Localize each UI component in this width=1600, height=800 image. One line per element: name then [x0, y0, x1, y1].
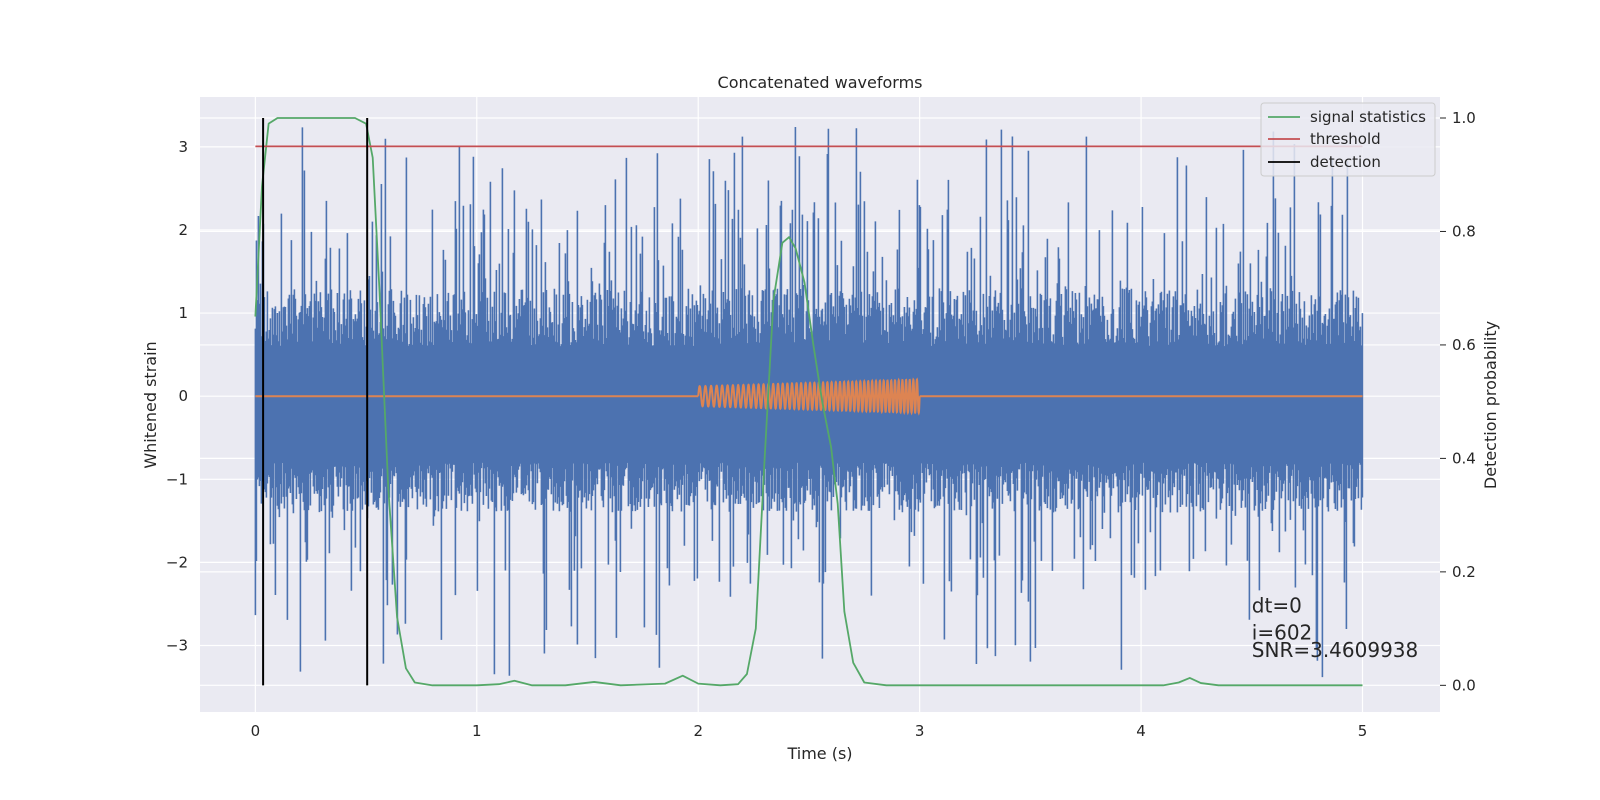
x-tick-label: 4 — [1136, 722, 1146, 740]
chirp-wave — [697, 377, 921, 416]
annotation-snr: SNR=3.4609938 — [1252, 638, 1418, 662]
x-tick-label: 0 — [251, 722, 261, 740]
y-tick-label-left: 3 — [178, 138, 188, 156]
legend-label-signal-statistics: signal statistics — [1310, 108, 1426, 126]
series-layer — [254, 117, 1364, 687]
y-tick-label-left: 1 — [178, 304, 188, 322]
series-chirp — [255, 377, 1363, 416]
y-tick-label-left: −2 — [166, 553, 188, 571]
legend: signal statistics threshold detection — [1260, 102, 1436, 177]
x-tick-label: 3 — [915, 722, 925, 740]
x-tick-label: 2 — [693, 722, 703, 740]
series-signal-statistics — [254, 117, 1363, 687]
y-tick-label-left: 2 — [178, 221, 188, 239]
y-tick-label-right: 1.0 — [1452, 109, 1476, 127]
y-tick-label-right: 0.6 — [1452, 336, 1476, 354]
y-tick-label-right: 0.2 — [1452, 563, 1476, 581]
annotations: dt=0 i=602 SNR=3.4609938 — [1252, 593, 1418, 662]
annotation-index: i=602 — [1252, 621, 1313, 645]
x-tick-label: 1 — [472, 722, 482, 740]
chart-title: Concatenated waveforms — [718, 73, 923, 92]
ticks: 0 1 2 3 4 5 −3 −2 −1 0 1 2 3 0.0 0.2 0.4 0.6 0.8 1.0 — [166, 109, 1476, 740]
x-axis-label: Time (s) — [786, 744, 852, 763]
y-tick-label-right: 0.8 — [1452, 222, 1476, 240]
y-axis-label-right: Detection probability — [1481, 321, 1500, 489]
y-tick-label-right: 0.0 — [1452, 676, 1476, 694]
y-tick-label-left: −3 — [166, 637, 188, 655]
y-tick-label-right: 0.4 — [1452, 449, 1476, 467]
annotation-dt: dt=0 — [1252, 593, 1302, 617]
legend-box — [1260, 102, 1436, 177]
y-tick-label-left: −1 — [166, 470, 188, 488]
x-tick-label: 5 — [1358, 722, 1368, 740]
y-tick-label-left: 0 — [178, 387, 188, 405]
legend-label-threshold: threshold — [1310, 130, 1381, 148]
y-axis-label-left: Whitened strain — [141, 341, 160, 468]
legend-label-detection: detection — [1310, 153, 1381, 171]
